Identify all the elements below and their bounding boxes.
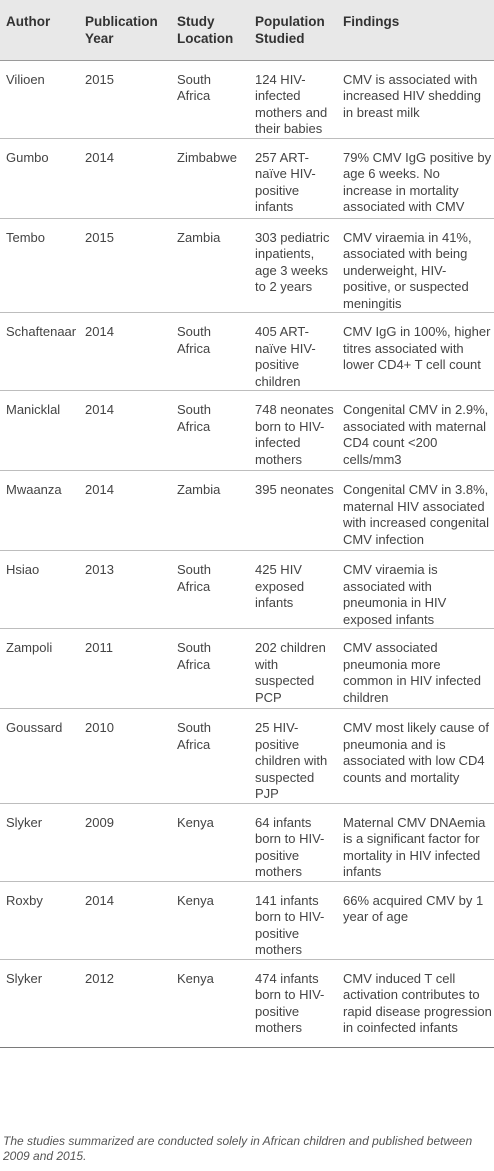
cell-author: Roxby	[6, 892, 43, 908]
cell-population: 257 ART-naïve HIV-positive infants	[255, 149, 316, 215]
cell-population: 425 HIV exposed infants	[255, 562, 305, 610]
cell-population: 395 neonates	[255, 482, 334, 497]
cell-population: 124 HIV-infected mothers and their babie…	[255, 71, 328, 137]
cell-year: 2014	[85, 149, 114, 165]
cell-location: Zambia	[177, 229, 221, 245]
studies-table: Author Publication Year Study Location P…	[0, 0, 494, 1047]
cell-year: 2014	[85, 324, 114, 339]
table-row: Manicklal 2014 South Africa 748 neonates bo…	[0, 391, 494, 471]
cell-year: 2014	[85, 402, 114, 417]
cell-population: 474 infants born to HIV-positive mothers	[255, 970, 325, 1036]
cell-findings: CMV viraemia is associated with pneumoni…	[343, 562, 447, 627]
cell-location: Kenya	[177, 970, 214, 986]
table-row: Hsiao 2013 South Africa 425 HIV exposed inf…	[0, 551, 494, 629]
cell-location: South Africa	[177, 71, 211, 104]
cell-population: 141 infants born to HIV-positive mothers	[255, 892, 325, 958]
cell-year: 2012	[85, 970, 114, 986]
cell-findings: Maternal CMV DNAemia is a significant fa…	[343, 814, 486, 880]
cell-author: Tembo	[6, 229, 46, 245]
cell-population: 25 HIV-positive children with suspected …	[255, 720, 328, 801]
cell-findings: CMV viraemia in 41%, associated with bei…	[343, 229, 472, 311]
cell-findings: CMV induced T cell activation contribute…	[343, 970, 492, 1036]
cell-population: 64 infants born to HIV-positive mothers	[255, 814, 325, 880]
table-header: Author Publication Year Study Location P…	[0, 0, 494, 60]
cell-location: Zimbabwe	[177, 149, 237, 165]
table-row: Mwaanza 2014 Zambia 395 neonates Congenital …	[0, 471, 494, 551]
cell-location: Kenya	[177, 892, 214, 908]
cell-author: Zampoli	[6, 640, 53, 655]
cell-year: 2013	[85, 562, 114, 577]
header-year: Publication Year	[79, 0, 171, 60]
cell-population: 303 pediatric inpatients, age 3 weeks to…	[255, 229, 330, 295]
cell-author: Manicklal	[6, 402, 61, 417]
cell-findings: Congenital CMV in 2.9%, associated with …	[343, 402, 489, 467]
table-row: Roxby 2014 Kenya 141 infants born to HIV-po…	[0, 881, 494, 959]
cell-author: Vilioen	[6, 71, 45, 87]
header-location: Study Location	[171, 0, 249, 60]
cell-location: South Africa	[177, 402, 211, 434]
cell-year: 2014	[85, 892, 114, 908]
cell-year: 2015	[85, 71, 114, 87]
table-caption: The studies summarized are conducted sol…	[3, 1134, 473, 1163]
table-row: Tembo 2015 Zambia 303 pediatric inpatients,…	[0, 218, 494, 313]
cell-year: 2009	[85, 814, 114, 830]
cell-year: 2015	[85, 229, 114, 245]
header-row: Author Publication Year Study Location P…	[0, 0, 494, 60]
header-author: Author	[0, 0, 79, 60]
cell-population: 202 children with suspected PCP	[255, 640, 326, 705]
cell-year: 2011	[85, 640, 113, 655]
cell-author: Slyker	[6, 970, 43, 986]
table-row: Schaftenaar 2014 South Africa 405 ART-naïve…	[0, 313, 494, 391]
table-row: Vilioen 2015 South Africa 124 HIV-infected …	[0, 60, 494, 138]
cell-findings: CMV most likely cause of pneumonia and i…	[343, 720, 489, 785]
cell-location: Kenya	[177, 814, 214, 830]
table-row: Zampoli 2011 South Africa 202 children with…	[0, 629, 494, 709]
cell-findings: CMV associated pneumonia more common in …	[343, 640, 482, 705]
cell-author: Goussard	[6, 720, 63, 735]
cell-author: Hsiao	[6, 562, 40, 577]
cell-findings: Congenital CMV in 3.8%, maternal HIV ass…	[343, 482, 489, 547]
cell-findings: CMV is associated with increased HIV she…	[343, 71, 482, 120]
cell-year: 2014	[85, 482, 114, 497]
table-row: Slyker 2009 Kenya 64 infants born to HIV-po…	[0, 803, 494, 881]
cell-location: South Africa	[177, 720, 211, 752]
cell-findings: 79% CMV IgG positive by age 6 weeks. No …	[343, 149, 492, 215]
header-population: Population Studied	[249, 0, 340, 60]
cell-findings: 66% acquired CMV by 1 year of age	[343, 892, 484, 925]
cell-findings: CMV IgG in 100%, higher titres associate…	[343, 324, 491, 372]
cell-location: South Africa	[177, 562, 211, 594]
cell-author: Mwaanza	[6, 482, 62, 497]
cell-location: Zambia	[177, 482, 221, 497]
cell-population: 748 neonates born to HIV-infected mother…	[255, 402, 334, 467]
cell-location: South Africa	[177, 640, 211, 672]
table-body: Vilioen 2015 South Africa 124 HIV-infected …	[0, 60, 494, 1047]
table-row: Slyker 2012 Kenya 474 infants born to HIV-p…	[0, 959, 494, 1047]
cell-author: Gumbo	[6, 149, 49, 165]
cell-year: 2010	[85, 720, 114, 735]
table-row: Gumbo 2014 Zimbabwe 257 ART-naïve HIV-posit…	[0, 138, 494, 218]
table-row: Goussard 2010 South Africa 25 HIV-positive …	[0, 709, 494, 803]
cell-author: Schaftenaar	[6, 324, 77, 339]
cell-author: Slyker	[6, 814, 43, 830]
cell-population: 405 ART-naïve HIV-positive children	[255, 324, 316, 389]
cell-location: South Africa	[177, 324, 211, 356]
header-findings: Findings	[340, 0, 494, 60]
